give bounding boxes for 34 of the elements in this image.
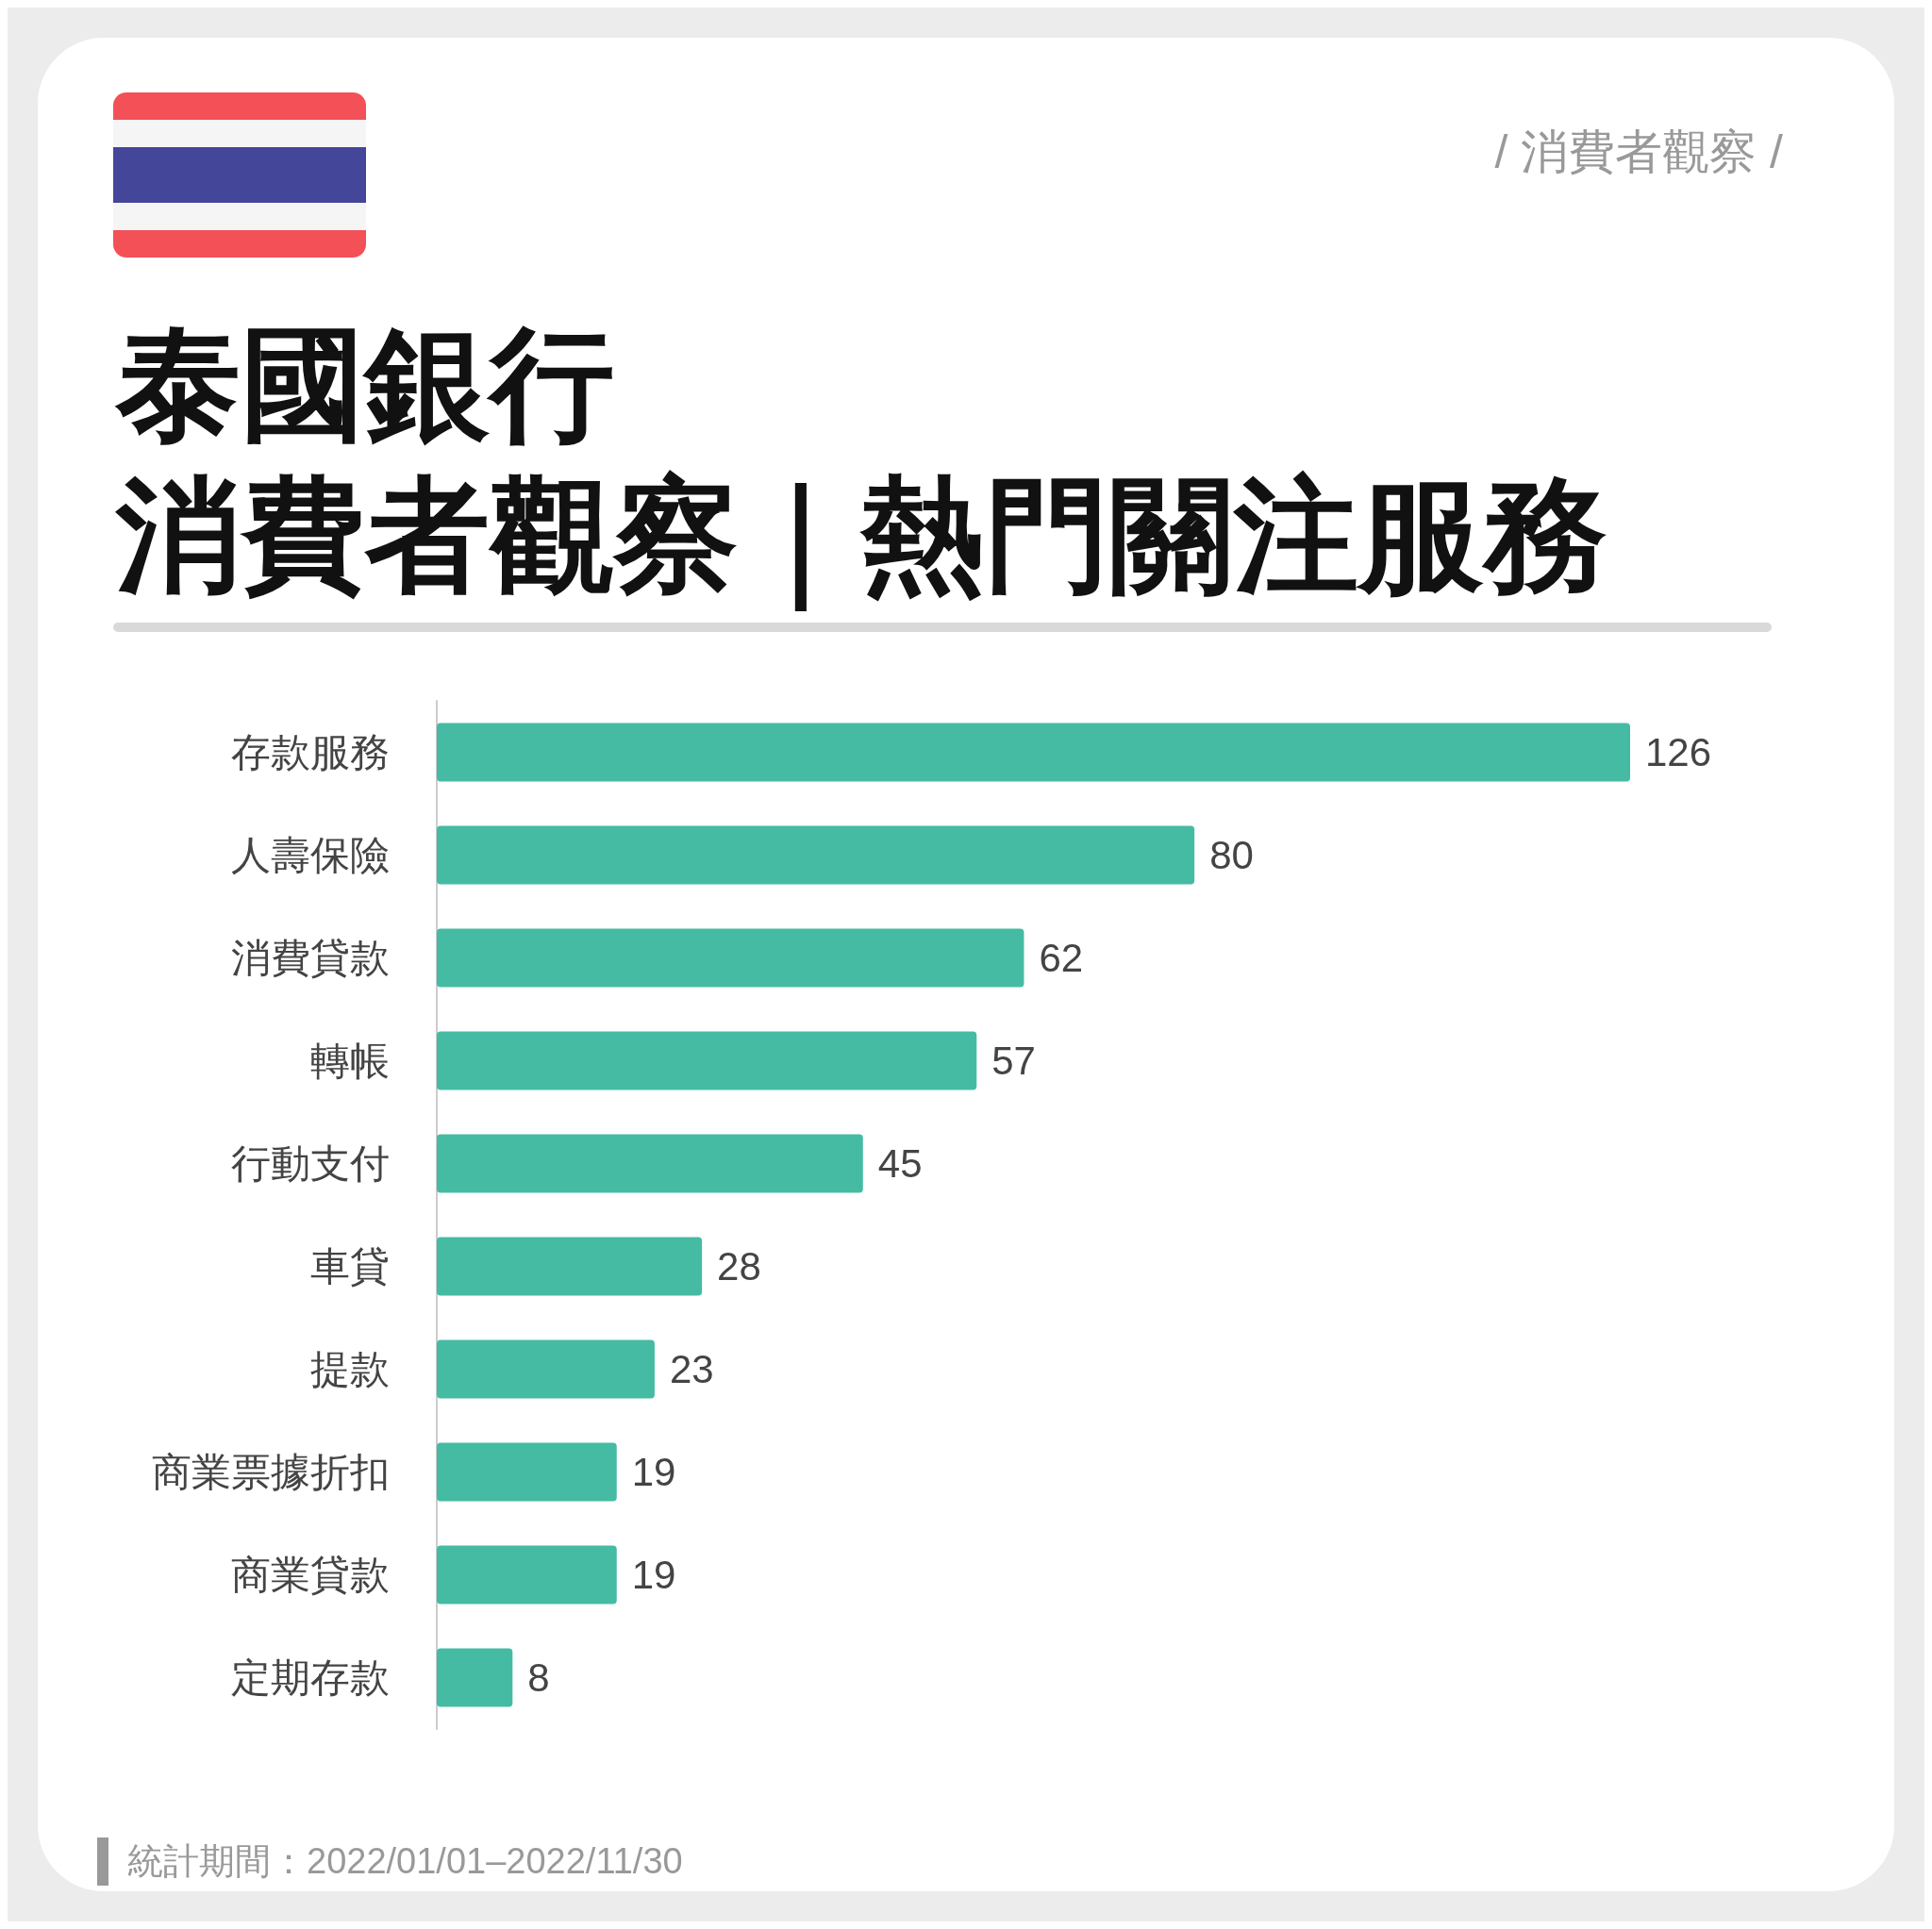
data-label: 126 (1645, 730, 1712, 774)
bar (437, 1545, 617, 1605)
data-label: 8 (527, 1655, 550, 1700)
text: / 消費者觀察 / (1494, 125, 1783, 180)
bar (437, 1648, 513, 1707)
bar (437, 928, 1024, 988)
y-tick-label: 定期存款 (231, 1655, 390, 1700)
y-tick-label: 轉帳 (310, 1039, 390, 1083)
bar (437, 723, 1630, 782)
bar (437, 1442, 617, 1502)
data-label: 80 (1209, 833, 1254, 877)
y-tick-label: 車貸 (310, 1244, 390, 1289)
chart-subtitle: 消費者觀察｜熱門關注服務 (116, 465, 1607, 611)
bar (437, 1134, 863, 1193)
y-tick-label: 提款 (310, 1347, 390, 1391)
y-tick-label: 商業貸款 (231, 1553, 390, 1597)
data-label: 57 (991, 1039, 1036, 1083)
chart-title: 泰國銀行 (116, 314, 615, 456)
data-label: 19 (631, 1553, 676, 1597)
y-tick-label: 存款服務 (231, 730, 390, 774)
bar (437, 1031, 977, 1090)
data-label: 19 (631, 1450, 676, 1494)
data-label: 23 (669, 1347, 714, 1391)
bar (437, 825, 1195, 885)
y-tick-label: 消費貸款 (231, 936, 390, 980)
y-tick-label: 商業票據折扣 (152, 1450, 390, 1494)
data-label: 62 (1039, 936, 1084, 980)
text: 統計期間：2022/01/01–2022/11/30 (97, 1838, 683, 1886)
bar (437, 1339, 655, 1399)
bar (437, 1237, 703, 1296)
data-label: 45 (877, 1141, 923, 1186)
y-tick-label: 行動支付 (231, 1141, 390, 1186)
y-tick-label: 人壽保險 (231, 833, 390, 877)
data-label: 28 (717, 1244, 761, 1289)
